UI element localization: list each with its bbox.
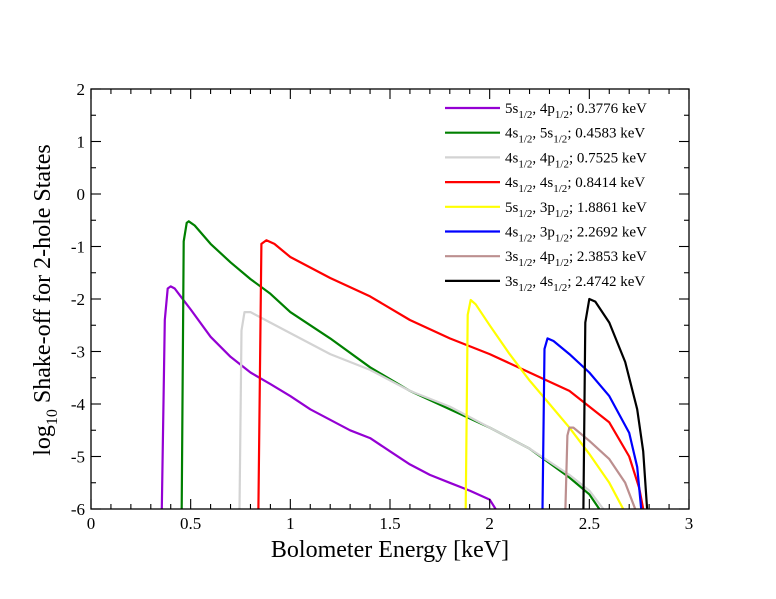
legend-label-part: 1/2 [518,282,532,294]
legend-label: 3s1/2, 4s1/2; 2.4742 keV [505,274,645,294]
legend-label-part: 1/2 [555,109,569,121]
y-axis-label-base: 10 [44,409,61,425]
y-tick-label: 2 [77,80,86,99]
y-tick-label: 1 [77,133,86,152]
x-tick-label: 0 [87,514,96,533]
legend-label-part: ; 0.8414 keV [567,175,645,191]
legend-label: 4s1/2, 4p1/2; 0.7525 keV [505,150,647,170]
legend-label-part: 5s [505,101,519,117]
y-tick-label: -5 [71,448,85,467]
x-tick-label: 2 [485,514,494,533]
legend-label-part: 4s [505,150,519,166]
series-layer [160,220,649,509]
legend-label-part: , 3p [532,200,555,216]
legend-label-part: , 4p [532,150,555,166]
series-line-3 [238,311,605,509]
series-line-7 [564,426,637,509]
x-tick-label: 2.5 [579,514,600,533]
legend-label-part: ; 1.8861 keV [569,200,647,216]
legend-label-part: 1/2 [518,208,532,220]
x-axis: 0 0.5 1 1.5 2 2.5 3 [87,89,694,533]
legend-label-part: , 5s [532,126,553,142]
legend-label: 4s1/2, 5s1/2; 0.4583 keV [505,126,645,146]
legend-label-part: 1/2 [518,109,532,121]
x-tick-label: 1.5 [379,514,400,533]
legend-label-part: 1/2 [555,233,569,245]
legend-label: 4s1/2, 3p1/2; 2.2692 keV [505,225,647,245]
legend-label-part: 3s [505,274,519,290]
legend-label: 4s1/2, 4s1/2; 0.8414 keV [505,175,645,195]
y-axis: 2 1 0 -1 -2 -3 -4 -5 -6 [71,80,689,519]
x-axis-label: Bolometer Energy [keV] [271,537,509,563]
legend-label-part: 4s [505,225,519,241]
legend-label-part: 1/2 [518,158,532,170]
series-line-6 [541,337,643,509]
legend-label-part: , 4p [532,101,555,117]
legend-label-part: 4s [505,175,519,191]
legend-label-part: 3s [505,249,519,265]
y-tick-label: -6 [71,500,85,519]
legend-label-part: ; 0.4583 keV [567,126,645,142]
legend-label-part: ; 2.4742 keV [567,274,645,290]
legend-label-part: 1/2 [518,257,532,269]
y-tick-label: -4 [71,395,86,414]
legend-label: 5s1/2, 3p1/2; 1.8861 keV [505,200,647,220]
legend-label-part: ; 0.7525 keV [569,150,647,166]
legend-label: 3s1/2, 4p1/2; 2.3853 keV [505,249,647,269]
legend-label: 5s1/2, 4p1/2; 0.3776 keV [505,101,647,121]
legend-label-part: 1/2 [553,134,567,146]
y-axis-label-log: log [30,425,56,456]
legend-label-part: ; 0.3776 keV [569,101,647,117]
legend-label-part: 1/2 [518,233,532,245]
series-line-5 [464,298,625,509]
legend-label-part: 1/2 [555,208,569,220]
legend-label-part: , 4s [532,274,553,290]
series-line-1 [160,285,497,509]
legend-label-part: 1/2 [518,183,532,195]
y-tick-label: 0 [77,185,86,204]
legend-label-part: , 3p [532,225,555,241]
x-tick-label: 1 [286,514,295,533]
legend-label-part: 1/2 [553,183,567,195]
series-line-4 [257,239,645,509]
legend-label-part: 1/2 [555,158,569,170]
legend-label-part: , 4p [532,249,555,265]
series-line-8 [582,297,649,509]
x-tick-label: 0.5 [180,514,201,533]
legend-label-part: 5s [505,200,519,216]
y-tick-label: -2 [71,290,85,309]
y-tick-label: -1 [71,238,85,257]
legend-label-part: ; 2.3853 keV [569,249,647,265]
legend-label-part: ; 2.2692 keV [569,225,647,241]
legend-label-part: 1/2 [555,257,569,269]
legend-label-part: 1/2 [553,282,567,294]
legend-label-part: , 4s [532,175,553,191]
y-tick-label: -3 [71,343,85,362]
legend-label-part: 4s [505,126,519,142]
y-axis-label-rest: Shake-off for 2-hole States [30,144,56,409]
x-tick-label: 3 [685,514,694,533]
y-axis-label: log10 Shake-off for 2-hole States [30,144,61,456]
legend-label-part: 1/2 [518,134,532,146]
